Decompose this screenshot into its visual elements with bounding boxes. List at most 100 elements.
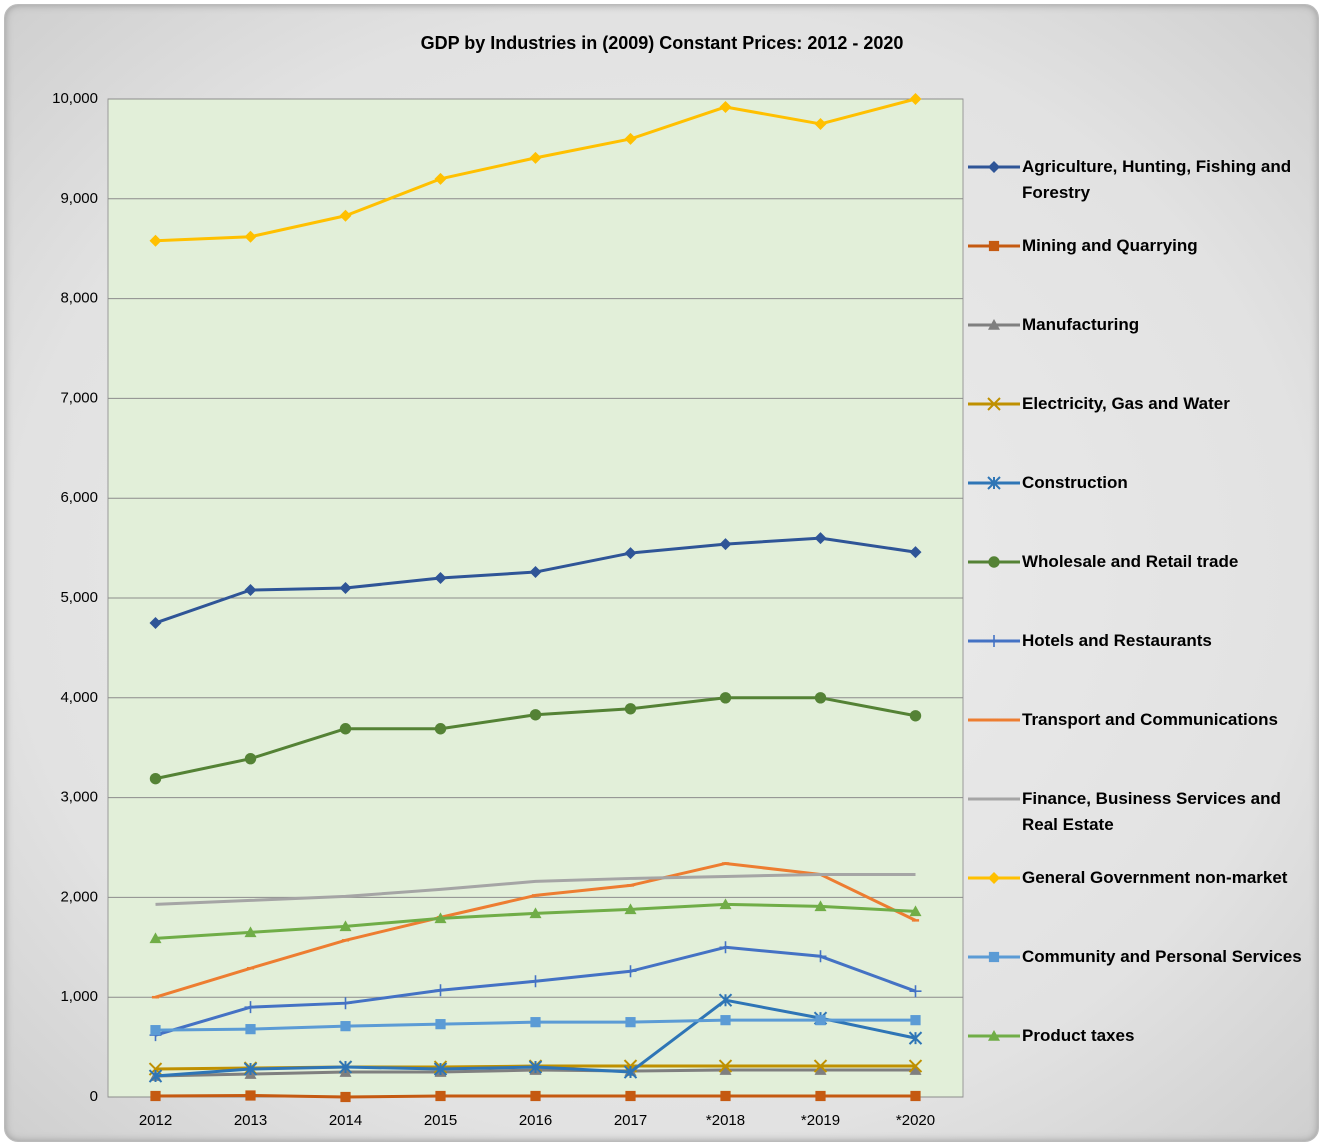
marker xyxy=(243,1062,258,1076)
y-tick-label: 5,000 xyxy=(60,589,98,606)
legend-label: Transport and Communications xyxy=(1022,710,1278,729)
marker xyxy=(149,616,162,629)
legend-swatch xyxy=(968,1030,1020,1041)
y-tick-label: 7,000 xyxy=(60,389,98,406)
marker xyxy=(339,582,352,595)
legend-swatch xyxy=(968,556,1020,568)
chart-title: GDP by Industries in (2009) Constant Pri… xyxy=(421,33,904,53)
legend-swatch xyxy=(968,951,1020,963)
marker xyxy=(814,1064,827,1075)
x-tick-label: 2017 xyxy=(614,1112,647,1129)
x-tick-label: 2012 xyxy=(139,1112,172,1129)
legend-swatch xyxy=(968,397,1020,411)
marker xyxy=(148,1069,163,1083)
marker xyxy=(244,752,257,765)
marker xyxy=(339,723,352,735)
marker xyxy=(529,151,542,164)
marker xyxy=(909,546,922,559)
series-line xyxy=(155,872,916,906)
legend-label: Finance, Business Services and Real Esta… xyxy=(1022,789,1281,834)
marker xyxy=(909,985,922,998)
marker xyxy=(434,912,447,924)
marker xyxy=(910,1090,921,1102)
legend-swatch xyxy=(968,872,1020,884)
marker xyxy=(988,556,1000,568)
y-tick-label: 1,000 xyxy=(60,988,98,1005)
legend-entry: Transport and Communications xyxy=(966,707,1311,733)
marker xyxy=(529,709,542,721)
marker xyxy=(339,209,352,222)
legend-label: Hotels and Restaurants xyxy=(1022,631,1212,650)
x-tick-label: 2013 xyxy=(234,1112,267,1129)
marker xyxy=(719,941,732,954)
legend-entry: Community and Personal Services xyxy=(966,944,1311,970)
legend-entry: Finance, Business Services and Real Esta… xyxy=(966,786,1311,838)
marker xyxy=(340,1091,351,1103)
marker xyxy=(988,319,1000,330)
marker xyxy=(720,1015,731,1026)
marker xyxy=(988,951,1000,963)
marker xyxy=(149,932,162,944)
x-tick-label: *2020 xyxy=(896,1112,935,1129)
marker xyxy=(434,572,447,585)
marker xyxy=(814,950,827,963)
marker xyxy=(150,1025,161,1036)
y-tick-label: 3,000 xyxy=(60,789,98,806)
legend-label: Electricity, Gas and Water xyxy=(1022,394,1230,413)
marker xyxy=(529,907,542,919)
marker xyxy=(435,1090,446,1102)
marker xyxy=(528,1060,543,1074)
marker xyxy=(718,1059,733,1073)
y-tick-label: 8,000 xyxy=(60,290,98,307)
legend-entry: Product taxes xyxy=(966,1023,1311,1049)
marker xyxy=(434,723,447,735)
marker xyxy=(719,1064,732,1075)
marker xyxy=(149,772,162,785)
marker xyxy=(244,1001,257,1014)
marker xyxy=(625,1090,636,1102)
marker xyxy=(988,1030,1000,1041)
marker xyxy=(909,905,922,917)
marker xyxy=(909,710,922,722)
legend-entry: General Government non-market xyxy=(966,865,1311,891)
legend-label: Manufacturing xyxy=(1022,315,1140,334)
marker xyxy=(530,1090,541,1102)
legend-label: Mining and Quarrying xyxy=(1022,236,1198,255)
marker xyxy=(624,903,637,915)
y-tick-label: 10,000 xyxy=(52,90,98,107)
marker xyxy=(434,984,447,997)
marker xyxy=(719,898,732,910)
legend-label: Agriculture, Hunting, Fishing and Forest… xyxy=(1022,157,1292,202)
legend-entry: Wholesale and Retail trade xyxy=(966,549,1311,575)
legend-label: Wholesale and Retail trade xyxy=(1022,552,1239,571)
marker xyxy=(245,1090,256,1101)
marker xyxy=(529,975,542,988)
marker xyxy=(244,584,257,597)
marker xyxy=(813,1059,828,1073)
marker xyxy=(150,1090,161,1102)
legend-label: Community and Personal Services xyxy=(1022,947,1302,966)
marker xyxy=(814,117,827,130)
marker xyxy=(338,1060,353,1074)
marker xyxy=(244,230,257,243)
y-tick-label: 4,000 xyxy=(60,689,98,706)
legend-swatch xyxy=(968,319,1020,330)
y-tick-label: 9,000 xyxy=(60,190,98,207)
marker xyxy=(910,1015,921,1026)
marker xyxy=(814,900,827,912)
marker xyxy=(909,93,922,105)
legend-swatch xyxy=(968,476,1020,490)
x-tick-label: 2015 xyxy=(424,1112,457,1129)
legend-label: General Government non-market xyxy=(1022,868,1288,887)
marker xyxy=(815,1015,826,1026)
legend-swatch xyxy=(968,161,1020,173)
legend-entry: Construction xyxy=(966,470,1311,496)
y-tick-label: 0 xyxy=(90,1088,98,1105)
marker xyxy=(814,532,827,545)
y-tick-label: 6,000 xyxy=(60,489,98,506)
legend-label: Product taxes xyxy=(1022,1026,1135,1045)
marker xyxy=(908,1031,923,1045)
marker xyxy=(988,161,1000,173)
y-tick-label: 2,000 xyxy=(60,888,98,905)
